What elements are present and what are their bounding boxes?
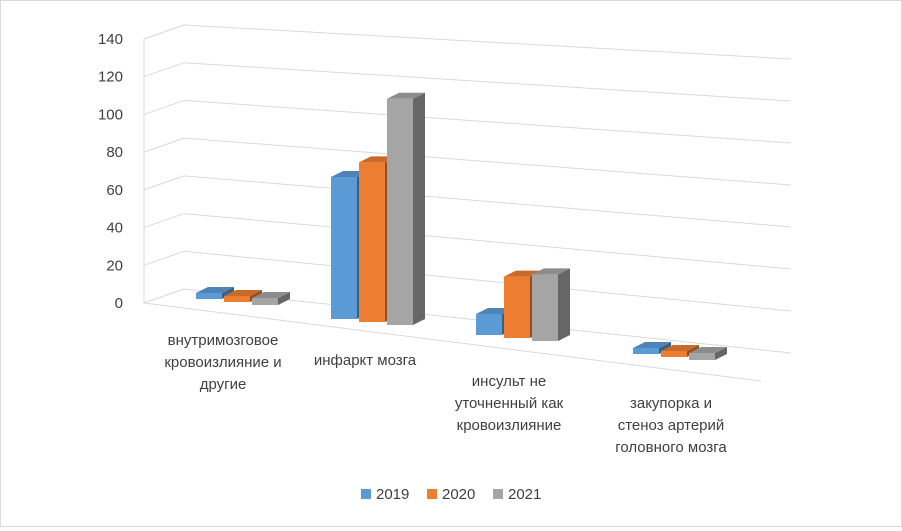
- bar-side: [413, 92, 425, 325]
- legend-label-2020: 2020: [442, 486, 475, 503]
- y-tick-label: 40: [106, 220, 123, 237]
- bar-top: [224, 290, 262, 296]
- x-axis: внутримозговое кровоизлияние и другие инфар…: [164, 332, 727, 456]
- y-tick-label: 80: [106, 144, 123, 161]
- legend-label-2019: 2019: [376, 486, 409, 503]
- bar-2021-cat-3: [532, 268, 570, 341]
- bar-front: [387, 98, 413, 325]
- bar-top: [387, 92, 425, 99]
- bar-front: [476, 313, 502, 335]
- gridlines: [143, 24, 792, 382]
- gridline-60: [183, 175, 792, 228]
- bar-front: [689, 352, 715, 360]
- bar-2021-cat-2: [387, 92, 425, 325]
- legend-label-2021: 2021: [508, 486, 541, 503]
- gridline-side-40: [143, 213, 185, 229]
- bar-front: [532, 274, 558, 341]
- gridline-side-0: [143, 288, 185, 304]
- gridline-140: [183, 24, 792, 60]
- bar-front: [359, 162, 385, 322]
- bar-side: [715, 346, 727, 360]
- bar-front: [331, 176, 357, 319]
- bar-top: [661, 345, 699, 351]
- gridline-20: [183, 250, 792, 312]
- category-label: внутримозговое кровоизлияние и другие: [164, 332, 281, 393]
- bar-top: [689, 346, 727, 353]
- bar-side: [558, 268, 570, 341]
- gridline-100: [183, 99, 792, 144]
- y-axis: 0 20 40 60 80 100 120 140: [98, 31, 123, 312]
- gridline-side-140: [143, 24, 185, 40]
- y-tick-label: 60: [106, 182, 123, 199]
- bar-top: [633, 342, 671, 348]
- legend-swatch-2021: [493, 489, 503, 499]
- bar-front: [252, 297, 278, 305]
- category-label: инсульт не уточненный как кровоизлияние: [455, 373, 564, 434]
- bar-top: [252, 291, 290, 298]
- gridline-40: [183, 213, 792, 270]
- bar-front: [196, 293, 222, 299]
- y-tick-label: 140: [98, 31, 123, 48]
- bar-top: [196, 287, 234, 293]
- gridline-side-60: [143, 175, 185, 191]
- legend-swatch-2019: [361, 489, 371, 499]
- bar-2021-cat-1: [252, 291, 290, 305]
- y-tick-label: 20: [106, 257, 123, 274]
- category-label: инфаркт мозга: [314, 352, 417, 369]
- gridline-80: [183, 137, 792, 186]
- legend: 2019 2020 2021: [361, 486, 541, 503]
- gridline-side-20: [143, 250, 185, 266]
- bar-front: [661, 351, 687, 357]
- gridline-side-100: [143, 99, 185, 115]
- bar-front: [504, 276, 530, 338]
- bars: [196, 92, 727, 360]
- floor-front-edge: [143, 302, 762, 382]
- bar-front: [224, 296, 250, 302]
- gridline-side-80: [143, 137, 185, 153]
- y-tick-label: 0: [115, 295, 123, 312]
- bar-top: [532, 268, 570, 275]
- gridline-side-120: [143, 62, 185, 78]
- gridline-120: [183, 62, 792, 102]
- bar-front: [633, 348, 659, 354]
- category-label: закупорка и стеноз артерий головного мозга: [615, 395, 727, 456]
- legend-swatch-2020: [427, 489, 437, 499]
- y-tick-label: 100: [98, 106, 123, 123]
- bar-2021-cat-4: [689, 346, 727, 360]
- y-tick-label: 120: [98, 69, 123, 86]
- bar-side: [278, 291, 290, 305]
